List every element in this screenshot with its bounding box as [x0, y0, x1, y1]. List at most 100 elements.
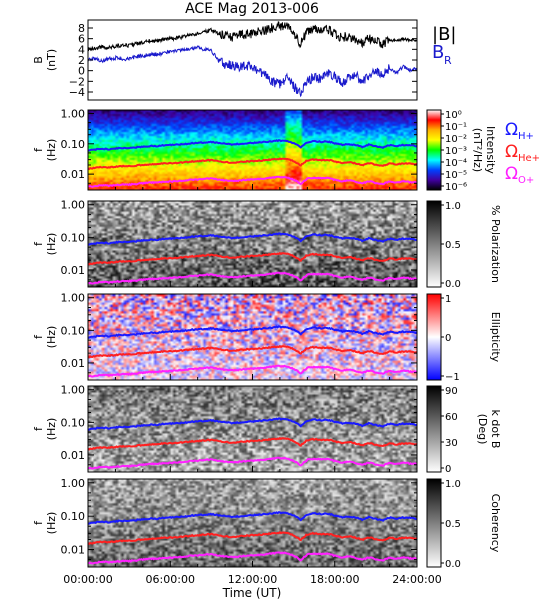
y-axis-label: f: [32, 147, 45, 152]
y-tick-label: 1.00: [61, 292, 86, 305]
colorbar-label: 10⁻⁵: [445, 170, 467, 181]
colorbar-label: 0.0: [445, 279, 461, 290]
y-tick-label: 0.01: [61, 264, 86, 277]
series-line-0: [87, 21, 418, 52]
kdotb-panel: 1.00 0.10 0.01 f (Hz) 90 60 30 0 k dot B(Deg): [32, 384, 502, 475]
y-axis-label: f: [32, 334, 45, 339]
chart-title: ACE Mag 2013-006: [185, 1, 319, 17]
omega_o-line: [88, 551, 418, 565]
omega_h-line: [87, 511, 418, 525]
gyro-legend-omega: Ω: [505, 120, 518, 140]
omega_o-line: [88, 175, 418, 188]
colorbar-label: 0.5: [445, 240, 461, 251]
omega_h-line: [87, 325, 418, 339]
gyro-legend-omega: Ω: [505, 142, 518, 162]
colorbar-label: 0.0: [445, 559, 461, 570]
omega_he-line: [87, 157, 418, 171]
colorbar-label: 0.5: [445, 519, 461, 530]
colorbar-label: −1: [445, 372, 460, 383]
colorbar-label: 1: [445, 294, 451, 305]
omega_h-line: [87, 232, 418, 246]
omega_o-line: [88, 271, 418, 285]
y-tick-label: 0.10: [61, 510, 86, 523]
legend-b-r: B: [432, 42, 444, 63]
colorbar: [426, 109, 442, 191]
colorbar: [426, 385, 442, 473]
gyro-legend-omega: Ω: [505, 164, 518, 184]
colorbar-label: 1.0: [445, 479, 461, 490]
x-tick-label: 24:00:00: [392, 573, 441, 586]
omega_h-line: [87, 417, 418, 431]
series-line-1: [87, 45, 418, 98]
colorbar-label: 30: [445, 438, 458, 449]
y-axis-label: f: [32, 520, 45, 525]
colorbar-label: 10⁻⁴: [445, 158, 467, 169]
x-axis-label: Time (UT): [222, 586, 282, 600]
omega_h-line: [87, 139, 418, 152]
y-tick-label: 0.01: [61, 544, 86, 557]
colorbar-title: Coherency: [489, 494, 502, 553]
y-tick-label: 8: [78, 22, 85, 35]
colorbar-label: 0: [445, 333, 451, 344]
omega_he-line: [87, 251, 418, 266]
x-tick-label: 12:00:00: [228, 573, 277, 586]
polarization-panel: 1.00 0.10 0.01 f (Hz) 1.0 0.5 0.0 % Polarization: [32, 199, 502, 290]
x-tick-label: 18:00:00: [310, 573, 359, 586]
y-axis-unit: (Hz): [45, 233, 58, 256]
y-tick-label: 6: [78, 33, 85, 46]
y-axis-unit: (Hz): [45, 418, 58, 441]
x-tick-label: 06:00:00: [146, 573, 195, 586]
y-tick-label: 4: [78, 43, 85, 56]
coherency-panel: 1.00 0.10 0.01 f (Hz) 1.0 0.5 0.0 Coherency: [32, 477, 502, 570]
gyro-legend-sub: He+: [518, 153, 540, 164]
spectrogram-image: [88, 110, 417, 190]
colorbar-title: Intensity: [484, 126, 497, 174]
colorbar-label: 60: [445, 412, 458, 423]
y-tick-label: 0.01: [61, 357, 86, 370]
omega_he-line: [87, 531, 418, 546]
spectrogram-image: [88, 479, 417, 567]
y-tick-label: 0: [78, 65, 85, 78]
omega_he-line: [87, 436, 418, 451]
y-tick-label: 1.00: [61, 199, 86, 212]
colorbar-label: 10⁰: [445, 110, 462, 121]
spectrogram-image: [88, 386, 417, 472]
colorbar: [426, 478, 442, 568]
y-tick-label: −4: [69, 86, 85, 99]
gyro-legend-sub: H+: [518, 131, 534, 142]
y-tick-label: 0.01: [61, 449, 86, 462]
colorbar-unit: (nT²/Hz): [471, 128, 484, 172]
y-axis-label: f: [32, 241, 45, 246]
y-axis-unit: (Hz): [45, 512, 58, 535]
spectrogram-image: [88, 201, 417, 287]
y-axis-unit: (nT): [45, 49, 58, 71]
colorbar: [426, 293, 442, 381]
y-tick-label: 1.00: [61, 107, 86, 120]
y-axis-unit: (Hz): [45, 139, 58, 162]
colorbar-label: 10⁻¹: [445, 122, 467, 133]
y-tick-label: 1.00: [61, 384, 86, 397]
colorbar-label: 10⁻³: [445, 146, 467, 157]
y-tick-label: 0.10: [61, 416, 86, 429]
x-axis: 00:00:00 06:00:00 12:00:00 18:00:00 24:00:00: [63, 573, 441, 586]
colorbar-label: 0: [445, 464, 451, 475]
colorbar-label: 90: [445, 386, 458, 397]
colorbar-title: Ellipticity: [489, 312, 502, 363]
y-axis-label: f: [32, 426, 45, 431]
y-axis-unit: (Hz): [45, 326, 58, 349]
legend-b-r-sub: R: [444, 54, 452, 67]
y-tick-label: −2: [69, 75, 85, 88]
omega_he-line: [87, 344, 418, 359]
omega_o-line: [88, 456, 418, 470]
colorbar-label: 10⁻²: [445, 134, 467, 145]
intensity-panel: 1.00 0.10 0.01 f (Hz) 10⁰10⁻¹10⁻²10⁻³10⁻⁴10⁻⁵…: [32, 107, 540, 193]
colorbar-label: 10⁻⁶: [445, 182, 467, 193]
colorbar-unit: (Deg): [476, 414, 489, 445]
y-tick-label: 0.10: [61, 324, 86, 337]
y-tick-label: 0.10: [61, 231, 86, 244]
gyro-legend-sub: O+: [518, 175, 534, 186]
colorbar-title: k dot B: [489, 410, 502, 449]
